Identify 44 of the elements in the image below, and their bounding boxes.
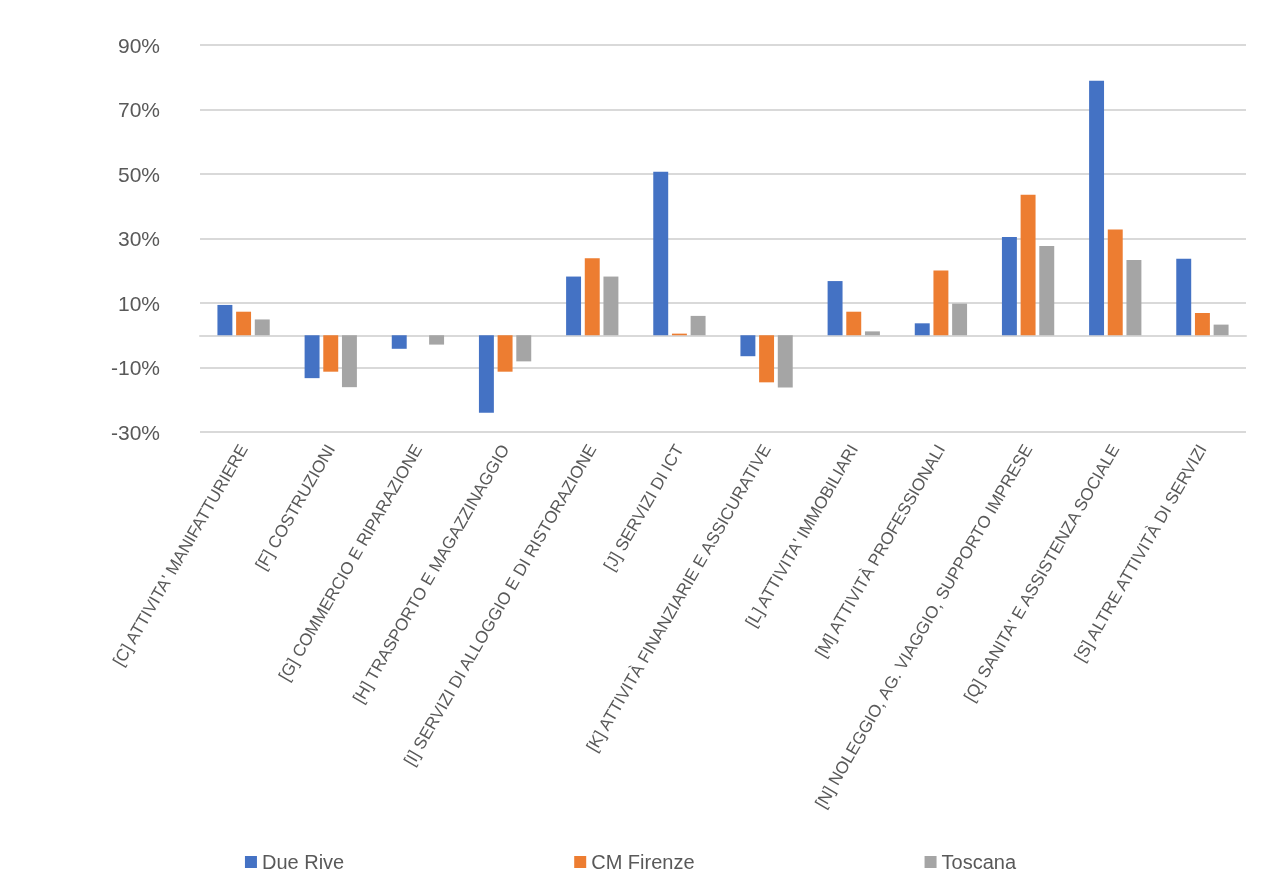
bar	[952, 303, 968, 336]
bar	[603, 276, 619, 336]
y-tick-label: 50%	[117, 162, 160, 186]
y-tick-label: 90%	[117, 33, 160, 57]
bar	[864, 331, 880, 336]
bar	[933, 270, 949, 336]
y-tick-label: -10%	[110, 356, 160, 379]
bar	[1039, 245, 1055, 336]
bar	[914, 323, 930, 336]
bar	[1089, 80, 1105, 336]
bar	[759, 335, 775, 383]
bar	[1213, 324, 1229, 336]
bar	[827, 281, 843, 336]
bar	[516, 335, 532, 362]
bar	[1001, 236, 1017, 336]
bar	[478, 335, 494, 413]
bar	[690, 315, 706, 336]
bar	[566, 276, 582, 336]
bar	[1020, 194, 1036, 336]
bar	[217, 304, 233, 336]
bar	[1194, 313, 1210, 336]
y-tick-label: 30%	[117, 227, 160, 250]
y-tick-label: -30%	[110, 420, 160, 444]
bar	[777, 335, 793, 388]
legend-label: Toscana	[941, 851, 1017, 873]
legend-label: CM Firenze	[591, 851, 695, 873]
y-tick-label: 70%	[117, 98, 160, 121]
bar	[1176, 258, 1192, 336]
bar	[740, 335, 756, 357]
bar	[497, 335, 513, 372]
bar	[1107, 229, 1123, 336]
bar	[653, 171, 669, 336]
y-tick-label: 10%	[117, 291, 160, 315]
bar	[429, 335, 445, 345]
bar	[584, 258, 600, 336]
bar	[236, 311, 252, 336]
bar	[341, 335, 357, 388]
bar	[254, 319, 270, 336]
bar	[304, 335, 320, 379]
bar	[391, 335, 407, 349]
bar	[1126, 260, 1142, 336]
legend-label: Due Rive	[261, 851, 345, 873]
bar	[846, 311, 862, 336]
bar	[323, 335, 339, 372]
